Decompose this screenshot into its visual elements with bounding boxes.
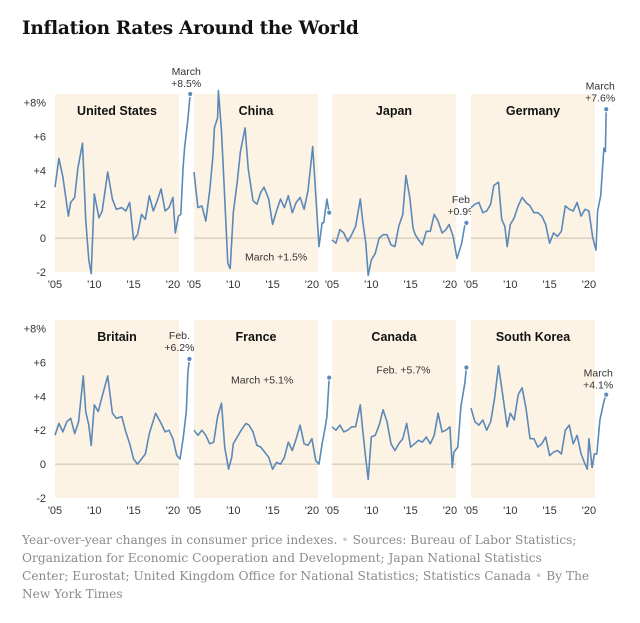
panel-background: [471, 94, 595, 272]
caption-description: Year-over-year changes in consumer price…: [22, 533, 338, 547]
x-tick-label: '20: [305, 279, 319, 291]
x-tick-label: '20: [166, 505, 180, 517]
y-tick-label: +4: [33, 165, 46, 177]
panel-background: [55, 94, 179, 272]
chart-caption: Year-over-year changes in consumer price…: [22, 533, 590, 601]
x-tick-label: '10: [364, 279, 378, 291]
panel-background: [471, 320, 595, 498]
x-tick-label: '05: [325, 505, 339, 517]
x-tick-label: '15: [265, 505, 279, 517]
x-tick-label: '15: [126, 505, 140, 517]
x-tick-label: '15: [403, 279, 417, 291]
caption-sources: Sources: Bureau of Labor Statistics; Org…: [22, 533, 577, 583]
y-tick-label: +2: [33, 199, 46, 211]
y-tick-label: +2: [33, 425, 46, 437]
series-line: [54, 93, 191, 275]
series-line: [470, 109, 607, 251]
x-tick-label: '20: [443, 279, 457, 291]
panel-background: [194, 320, 318, 498]
x-tick-label: '20: [305, 505, 319, 517]
y-tick-label: 0: [40, 233, 46, 245]
panel-background: [332, 94, 456, 272]
series-line: [331, 367, 468, 481]
chart-title: Inflation Rates Around the World: [22, 18, 359, 39]
last-value-annotation: March +1.5%: [245, 252, 307, 264]
last-point-marker: [463, 364, 470, 371]
panel-title: Japan: [376, 104, 412, 118]
last-value-annotation: +4.1%: [583, 380, 613, 392]
y-tick-label: +6: [33, 131, 46, 143]
y-tick-label: +8%: [24, 97, 47, 109]
last-value-annotation: +7.6%: [585, 92, 615, 104]
y-tick-label: 0: [40, 459, 46, 471]
x-tick-label: '15: [542, 279, 556, 291]
small-multiples-chart: United StatesMarch+8.5%'05'10'15'20China…: [24, 66, 616, 517]
y-tick-label: -2: [36, 267, 46, 279]
x-tick-label: '20: [582, 279, 596, 291]
last-point-marker: [603, 106, 610, 113]
x-tick-label: '05: [187, 505, 201, 517]
x-tick-label: '05: [48, 279, 62, 291]
panel-title: Germany: [506, 104, 560, 118]
last-value-date: March: [586, 80, 615, 92]
last-point-marker: [187, 90, 194, 98]
last-value-annotation: +6.2%: [164, 342, 194, 354]
panel-title: Britain: [97, 330, 137, 344]
x-tick-label: '20: [582, 505, 596, 517]
series-line: [193, 377, 330, 470]
panel-title: South Korea: [496, 330, 571, 344]
x-tick-label: '20: [166, 279, 180, 291]
panel-background: [332, 320, 456, 498]
last-value-annotation: +0.9%: [447, 206, 477, 218]
y-tick-label: +4: [33, 391, 46, 403]
panel-title: France: [236, 330, 277, 344]
panel-background: [55, 320, 179, 498]
x-tick-label: '15: [265, 279, 279, 291]
caption-credit: By The New York Times: [22, 569, 590, 601]
x-tick-label: '05: [464, 279, 478, 291]
panel-title: United States: [77, 104, 157, 118]
last-point-marker: [186, 355, 193, 363]
x-tick-label: '15: [403, 505, 417, 517]
x-tick-label: '10: [226, 505, 240, 517]
x-tick-label: '10: [503, 279, 517, 291]
x-tick-label: '20: [443, 505, 457, 517]
x-tick-label: '10: [87, 505, 101, 517]
last-point-marker: [326, 209, 333, 216]
series-line: [331, 174, 467, 277]
last-value-annotation: March +5.1%: [231, 375, 293, 387]
y-tick-label: +8%: [24, 323, 47, 335]
x-tick-label: '15: [542, 505, 556, 517]
last-value-date: March: [172, 66, 201, 78]
x-tick-label: '10: [364, 505, 378, 517]
last-point-marker: [603, 391, 610, 398]
last-point-marker: [326, 374, 333, 381]
last-value-annotation: Feb. +5.7%: [376, 364, 430, 376]
y-tick-label: +6: [33, 357, 46, 369]
x-tick-label: '05: [325, 279, 339, 291]
x-tick-label: '10: [87, 279, 101, 291]
last-point-marker: [463, 219, 470, 226]
x-tick-label: '15: [126, 279, 140, 291]
x-tick-label: '05: [187, 279, 201, 291]
last-value-date: Feb.: [452, 194, 473, 206]
series-line: [470, 365, 607, 470]
panel-background: [194, 94, 318, 272]
x-tick-label: '10: [503, 505, 517, 517]
x-tick-label: '05: [464, 505, 478, 517]
last-value-date: March: [584, 368, 613, 380]
last-value-date: Feb.: [169, 330, 190, 342]
x-tick-label: '10: [226, 279, 240, 291]
x-tick-label: '05: [48, 505, 62, 517]
series-line: [54, 358, 191, 465]
panel-title: Canada: [371, 330, 417, 344]
series-line: [193, 89, 330, 270]
panel-title: China: [239, 104, 275, 118]
y-tick-label: -2: [36, 493, 46, 505]
last-value-annotation: +8.5%: [171, 78, 201, 90]
